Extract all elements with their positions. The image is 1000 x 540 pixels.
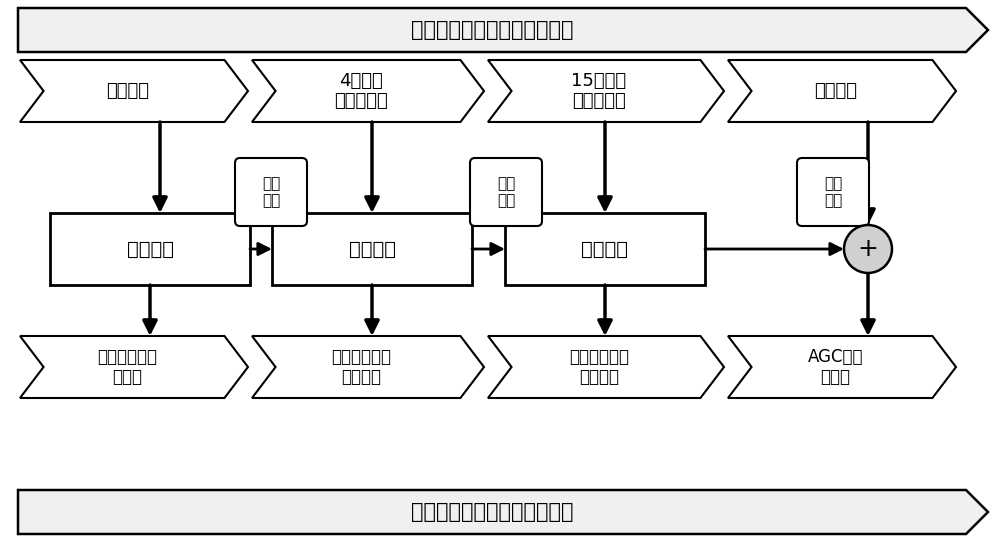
FancyBboxPatch shape bbox=[235, 158, 307, 226]
Text: 滚动计划: 滚动计划 bbox=[349, 240, 396, 259]
Text: AGC机组
（快）: AGC机组 （快） bbox=[807, 348, 863, 387]
Text: 日前预测: 日前预测 bbox=[106, 82, 149, 100]
Text: +: + bbox=[858, 237, 878, 261]
Text: 滚动计划机组
（较慢）: 滚动计划机组 （较慢） bbox=[331, 348, 391, 387]
Polygon shape bbox=[488, 336, 724, 398]
Text: 日前计划: 日前计划 bbox=[126, 240, 174, 259]
Polygon shape bbox=[252, 336, 484, 398]
Polygon shape bbox=[488, 60, 724, 122]
Text: 实时状态: 实时状态 bbox=[814, 82, 857, 100]
Text: 4小时级
超短期预测: 4小时级 超短期预测 bbox=[334, 72, 388, 110]
Text: 实时
偏差: 实时 偏差 bbox=[824, 176, 842, 208]
Polygon shape bbox=[728, 60, 956, 122]
FancyBboxPatch shape bbox=[470, 158, 542, 226]
Polygon shape bbox=[18, 8, 988, 52]
Text: 时间尺度越短，预测精度越高: 时间尺度越短，预测精度越高 bbox=[411, 20, 573, 40]
Text: 日前计划机组
（慢）: 日前计划机组 （慢） bbox=[97, 348, 157, 387]
Polygon shape bbox=[728, 336, 956, 398]
Polygon shape bbox=[20, 60, 248, 122]
Text: 实时计划机组
（较快）: 实时计划机组 （较快） bbox=[569, 348, 629, 387]
Polygon shape bbox=[20, 336, 248, 398]
Polygon shape bbox=[252, 60, 484, 122]
Polygon shape bbox=[18, 490, 988, 534]
Text: 实时计划: 实时计划 bbox=[582, 240, 629, 259]
Text: 15分钟级
超短期预测: 15分钟级 超短期预测 bbox=[571, 72, 626, 110]
Bar bbox=[50, 213, 250, 285]
Bar bbox=[272, 213, 472, 285]
Text: 日前
偏差: 日前 偏差 bbox=[262, 176, 280, 208]
Text: 机组不同，调节性能也不相同: 机组不同，调节性能也不相同 bbox=[411, 502, 573, 522]
Circle shape bbox=[844, 225, 892, 273]
Text: 滚动
偏差: 滚动 偏差 bbox=[497, 176, 515, 208]
FancyBboxPatch shape bbox=[797, 158, 869, 226]
Bar bbox=[505, 213, 705, 285]
